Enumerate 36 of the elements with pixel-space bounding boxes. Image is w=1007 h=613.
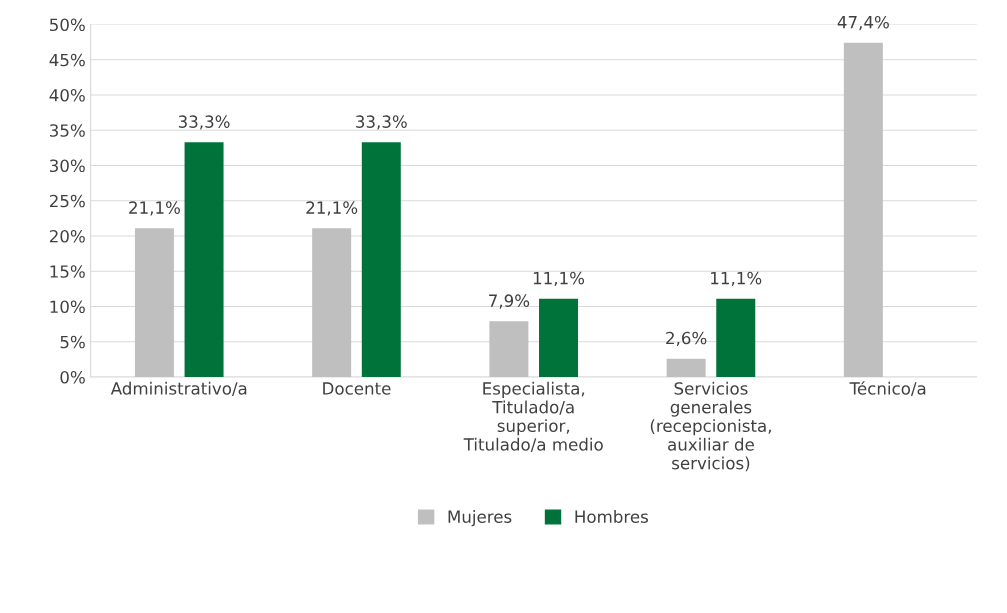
bar xyxy=(843,42,883,377)
data-label: 7,9% xyxy=(489,294,530,309)
data-label: 11,1% xyxy=(533,271,585,287)
bar xyxy=(184,142,224,377)
x-tick-label: Especialista, Titulado/a superior, Titulado/a medio xyxy=(463,381,603,453)
bar xyxy=(312,228,352,377)
data-label: 21,1% xyxy=(306,201,358,216)
x-tick-label: Servicios generales (recepcionista, auxiliar de servicios) xyxy=(650,381,771,472)
y-tick-label: 45% xyxy=(49,53,85,67)
y-tick-label: 0% xyxy=(60,370,85,384)
data-label: 21,1% xyxy=(129,201,180,216)
data-label: 11,1% xyxy=(711,271,762,287)
y-tick-label: 15% xyxy=(50,265,85,278)
x-tick-label: Docente xyxy=(323,382,391,395)
data-label: 33,3% xyxy=(178,115,230,130)
data-label: 2,6% xyxy=(666,331,707,347)
bar xyxy=(666,358,706,377)
y-tick-label: 30% xyxy=(50,159,85,173)
data-label: 33,3% xyxy=(356,115,407,130)
data-label: 47,4% xyxy=(837,15,889,31)
y-tick-label: 35% xyxy=(50,124,85,137)
x-tick-label: Administrativo/a xyxy=(110,381,247,397)
y-tick-label: 25% xyxy=(49,194,85,208)
bar xyxy=(134,228,174,377)
legend-label: Hombres xyxy=(575,510,648,523)
y-tick-label: 50% xyxy=(50,18,85,32)
bar xyxy=(361,142,401,377)
legend-label: Mujeres xyxy=(448,510,512,527)
y-tick-label: 5% xyxy=(60,335,85,349)
bar xyxy=(716,298,756,377)
bar xyxy=(489,321,529,377)
y-tick-label: 10% xyxy=(50,300,85,314)
y-tick-label: 40% xyxy=(49,88,85,102)
x-tick-label: Técnico/a xyxy=(849,381,926,397)
y-tick-label: 20% xyxy=(49,229,85,243)
bar xyxy=(539,298,579,377)
